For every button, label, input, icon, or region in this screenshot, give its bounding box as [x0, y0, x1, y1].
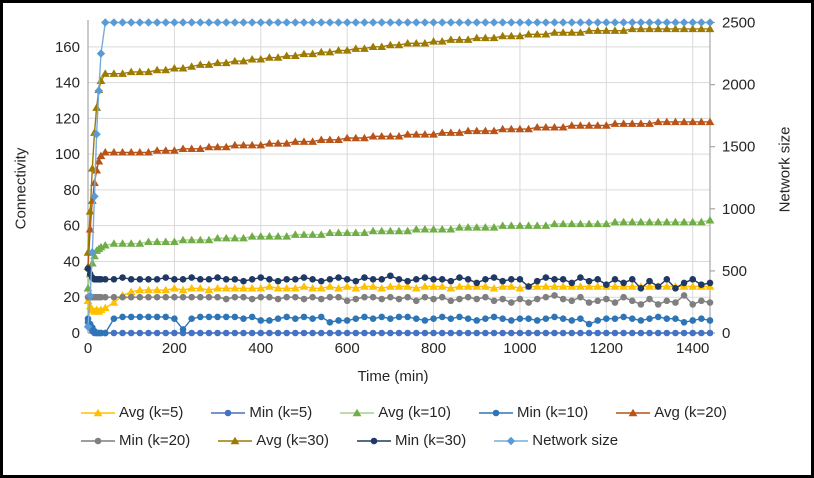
circle-marker-icon	[81, 437, 115, 444]
x-axis-tick-label: 600	[335, 340, 360, 357]
time-axis-title: Time (min)	[357, 368, 429, 385]
right-axis-tick-label: 500	[722, 263, 747, 280]
circle-marker-icon	[211, 409, 246, 416]
x-axis-tick-label: 400	[248, 340, 273, 357]
left-axis-tick-label: 120	[55, 110, 80, 127]
left-axis-tick-label: 160	[55, 39, 80, 56]
circle-marker-icon	[356, 437, 391, 444]
series-min-k-5	[84, 318, 714, 337]
legend-label: Avg (k=30)	[256, 432, 329, 449]
left-axis-tick-label: 100	[55, 146, 80, 163]
circle-marker-icon	[478, 409, 513, 416]
right-axis-tick-label: 1000	[722, 201, 755, 218]
legend-label: Network size	[532, 432, 619, 449]
legend-label: Min (k=20)	[119, 432, 191, 449]
left-axis-tick-label: 20	[63, 289, 80, 306]
legend-label: Min (k=10)	[516, 404, 589, 421]
network-size-axis-title: Network size	[776, 126, 794, 213]
x-axis-tick-label: 200	[162, 340, 187, 357]
legend-item-avg-k-20: Avg (k=20)	[616, 404, 727, 421]
legend-item-avg-k-30: Avg (k=30)	[218, 432, 329, 449]
series-network-size	[83, 18, 715, 331]
x-axis-tick-label: 0	[84, 340, 92, 357]
legend-row: Avg (k=5) Min (k=5) Avg (k=10) Min (k=10) Av…	[81, 404, 727, 421]
legend-item-min-k-10: Min (k=10)	[478, 404, 589, 421]
left-axis-tick-label: 80	[63, 182, 80, 199]
triangle-marker-icon	[81, 408, 115, 416]
legend-item-min-k-5: Min (k=5)	[211, 404, 312, 421]
legend-item-network-size: Network size	[494, 432, 618, 449]
legend-item-avg-k-5: Avg (k=5)	[81, 404, 183, 421]
series-avg-k-30	[83, 24, 715, 256]
legend-item-min-k-20: Min (k=20)	[81, 432, 190, 449]
left-axis-tick-label: 40	[63, 253, 80, 270]
series-min-k-10	[84, 313, 714, 337]
x-axis-tick-label: 1200	[590, 340, 623, 357]
legend-label: Avg (k=20)	[654, 404, 727, 421]
triangle-marker-icon	[218, 436, 253, 444]
x-axis-tick-label: 1400	[676, 340, 709, 357]
legend-label: Avg (k=5)	[119, 404, 184, 421]
x-axis-tick-label: 1000	[503, 340, 536, 357]
right-axis-tick-label: 2000	[722, 77, 755, 94]
legend: Avg (k=5) Min (k=5) Avg (k=10) Min (k=10) Av…	[81, 404, 727, 449]
legend-item-avg-k-10: Avg (k=10)	[340, 404, 451, 421]
legend-label: Avg (k=10)	[378, 404, 451, 421]
legend-row: Min (k=20) Avg (k=30) Min (k=30) Network si…	[81, 432, 727, 449]
x-axis-tick-label: 800	[421, 340, 446, 357]
legend-item-min-k-30: Min (k=30)	[356, 432, 467, 449]
right-axis-tick-label: 0	[722, 325, 730, 342]
left-axis-tick-label: 0	[72, 325, 80, 342]
legend-label: Min (k=30)	[394, 432, 467, 449]
left-axis-tick-label: 140	[55, 75, 80, 92]
left-axis-tick-label: 60	[63, 218, 80, 235]
legend-label: Min (k=5)	[249, 404, 313, 421]
series-min-k-20	[84, 292, 714, 308]
series-min-k-30	[84, 265, 714, 292]
diamond-marker-icon	[494, 436, 529, 445]
triangle-marker-icon	[340, 408, 375, 416]
series-avg-k-20	[83, 117, 715, 271]
chart-plot-area: 0204060801001201401600500100015002000250…	[55, 14, 755, 357]
right-axis-tick-label: 1500	[722, 139, 755, 156]
triangle-marker-icon	[616, 408, 651, 416]
right-axis-tick-label: 2500	[722, 14, 755, 31]
connectivity-axis-title: Connectivity	[12, 147, 30, 230]
